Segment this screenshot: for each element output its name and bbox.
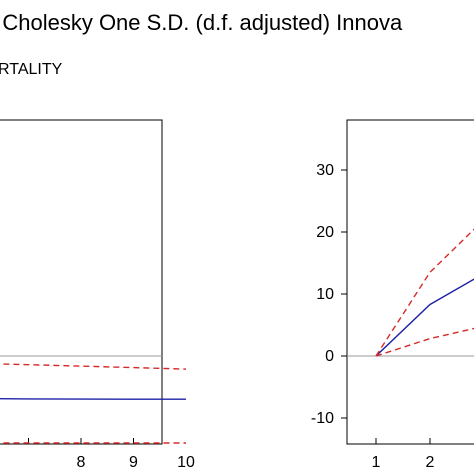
left-upper-band-line (0, 363, 187, 370)
left-panel-subtitle: RTALITY (0, 61, 63, 78)
right-upper-band-line (375, 228, 474, 357)
right-response-line (375, 278, 474, 357)
right-y-tick-label: 0 (325, 348, 334, 365)
left-panel: 8 9 10 (0, 119, 195, 471)
right-y-tick-label: 20 (316, 224, 334, 241)
right-y-tick-label: -10 (311, 410, 334, 427)
figure-title: o Cholesky One S.D. (d.f. adjusted) Inno… (0, 10, 403, 35)
right-lower-band-line (375, 327, 474, 357)
right-plot-frame (346, 119, 474, 445)
right-tick-marks (341, 169, 431, 444)
right-x-tick-label: 1 (372, 454, 381, 471)
left-x-tick-label: 10 (177, 454, 195, 471)
right-series (347, 228, 474, 357)
right-tick-labels: -10 0 10 20 30 1 2 (311, 162, 435, 471)
left-plot-frame (0, 119, 163, 445)
left-x-tick-label: 8 (77, 454, 86, 471)
left-x-tick-labels: 8 9 10 (77, 454, 195, 471)
left-x-tick-label: 9 (129, 454, 138, 471)
right-x-tick-label: 2 (426, 454, 435, 471)
right-y-tick-label: 30 (316, 162, 334, 179)
right-panel: -10 0 10 20 30 1 2 (311, 119, 474, 471)
left-series (0, 355, 187, 444)
right-y-tick-label: 10 (316, 286, 334, 303)
left-response-line (0, 397, 186, 400)
